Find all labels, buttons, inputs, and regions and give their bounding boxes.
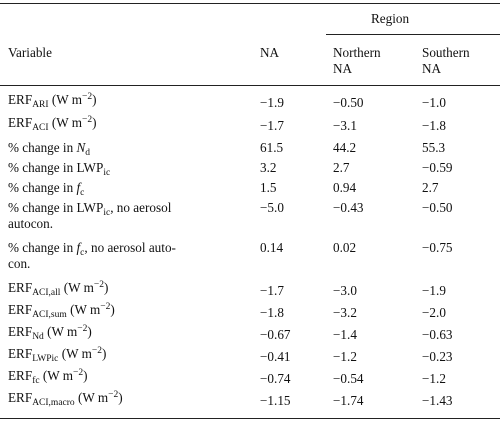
cell-southern-na: 55.3 (422, 140, 446, 155)
row-label: ERFLWPic (W m−2) (8, 346, 107, 364)
cell-southern-na: −1.0 (422, 95, 446, 110)
region-header: Region (371, 11, 410, 26)
cell-na: 0.14 (260, 240, 284, 255)
cell-southern-na: −0.59 (422, 160, 453, 175)
row-label: ERFNd (W m−2) (8, 324, 92, 342)
cell-southern-na: −1.2 (422, 371, 446, 386)
cell-na: −1.7 (260, 283, 284, 298)
cell-northern-na: −3.2 (333, 305, 357, 320)
cell-northern-na: −1.4 (333, 327, 357, 342)
row-label: ERFARI (W m−2) (8, 92, 97, 110)
col-header-northern-na: Northern NA (333, 45, 381, 76)
cell-na: 1.5 (260, 180, 277, 195)
cell-na: −0.41 (260, 349, 291, 364)
cell-northern-na: −0.54 (333, 371, 364, 386)
row-label: ERFACI,all (W m−2) (8, 280, 109, 298)
cell-northern-na: −3.1 (333, 118, 357, 133)
cell-southern-na: −1.43 (422, 393, 453, 408)
row-label: % change in LWPic (8, 160, 111, 178)
cell-southern-na: −0.63 (422, 327, 453, 342)
row-label: ERFACI (W m−2) (8, 115, 97, 133)
cell-na: −0.74 (260, 371, 291, 386)
row-label: % change in fc, no aerosol auto-con. (8, 240, 176, 271)
cell-northern-na: 44.2 (333, 140, 357, 155)
cell-northern-na: 0.94 (333, 180, 357, 195)
row-label: % change in fc (8, 180, 85, 198)
col-header-southern-na: Southern NA (422, 45, 470, 76)
cell-southern-na: 2.7 (422, 180, 439, 195)
cell-na: −1.15 (260, 393, 291, 408)
cell-na: −1.8 (260, 305, 284, 320)
top-rule (0, 3, 500, 4)
bottom-rule (0, 418, 500, 419)
cell-northern-na: 0.02 (333, 240, 357, 255)
cell-na: −5.0 (260, 200, 284, 215)
cell-northern-na: −1.74 (333, 393, 364, 408)
row-label: ERFACI,macro (W m−2) (8, 390, 123, 408)
cell-na: 61.5 (260, 140, 284, 155)
row-label: % change in LWPic, no aerosol autocon. (8, 200, 172, 231)
row-label: ERFACI,sum (W m−2) (8, 302, 115, 320)
col-header-variable: Variable (8, 45, 52, 60)
cell-northern-na: −1.2 (333, 349, 357, 364)
cell-southern-na: −1.8 (422, 118, 446, 133)
col-header-na: NA (260, 45, 280, 60)
region-rule (326, 34, 500, 35)
cell-northern-na: −0.50 (333, 95, 364, 110)
cell-na: −1.7 (260, 118, 284, 133)
row-label: ERFfc (W m−2) (8, 368, 88, 386)
cell-northern-na: −3.0 (333, 283, 357, 298)
cell-southern-na: −0.75 (422, 240, 453, 255)
cell-northern-na: 2.7 (333, 160, 350, 175)
cell-na: 3.2 (260, 160, 277, 175)
header-rule (0, 85, 500, 86)
cell-southern-na: −1.9 (422, 283, 446, 298)
cell-southern-na: −0.23 (422, 349, 453, 364)
cell-southern-na: −2.0 (422, 305, 446, 320)
cell-na: −1.9 (260, 95, 284, 110)
cell-na: −0.67 (260, 327, 291, 342)
cell-northern-na: −0.43 (333, 200, 364, 215)
cell-southern-na: −0.50 (422, 200, 453, 215)
row-label: % change in Nd (8, 140, 91, 158)
